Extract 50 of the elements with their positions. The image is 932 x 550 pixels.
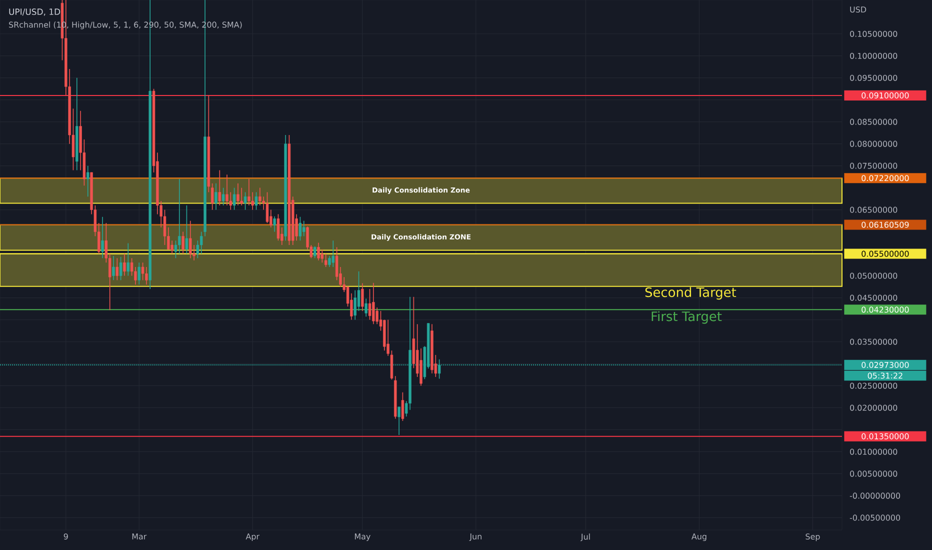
candlestick (266, 192, 269, 224)
candlestick (276, 214, 280, 241)
candlestick (189, 220, 192, 259)
candlestick (218, 170, 222, 206)
candlestick (141, 262, 144, 281)
candlestick (123, 253, 126, 276)
candlestick (401, 392, 404, 422)
candlestick (313, 246, 316, 259)
candlestick (101, 216, 104, 259)
candlestick (240, 187, 243, 206)
candlestick (324, 253, 328, 268)
candlestick (420, 348, 422, 386)
candlestick (332, 240, 334, 268)
candlestick (302, 220, 306, 237)
candlestick (258, 187, 262, 206)
candlestick (273, 216, 276, 232)
candlestick (182, 231, 184, 254)
candlestick (210, 183, 214, 210)
candlestick (214, 183, 218, 210)
text: UPI/USD, 1D (9, 8, 60, 16)
candlestick (354, 290, 356, 320)
candlestick (170, 240, 174, 254)
candlestick (364, 298, 368, 318)
candlestick (226, 174, 228, 206)
candlestick (185, 205, 188, 254)
candlestick (248, 178, 250, 206)
candlestick (317, 242, 320, 261)
candlestick (119, 256, 122, 281)
candlestick (254, 192, 258, 210)
candlestick (232, 187, 236, 210)
candlestick (298, 216, 302, 241)
candlestick (368, 288, 372, 320)
candlestick (86, 165, 90, 197)
candlestick (398, 406, 400, 436)
candlestick (116, 258, 119, 281)
candlestick (178, 178, 181, 254)
annotation: First Target (652, 311, 722, 324)
candlestick (134, 266, 137, 285)
candlestick (236, 183, 240, 206)
candlestick (361, 282, 364, 312)
candlestick (200, 231, 203, 254)
candlestick (244, 192, 247, 210)
candlestick (145, 266, 148, 285)
candlestick (222, 187, 225, 206)
annotation: Second Target (645, 287, 736, 300)
candlestick (112, 256, 115, 281)
candlestick (196, 240, 200, 259)
candlestick (126, 242, 130, 276)
candlestick (138, 262, 140, 285)
candlestick (372, 282, 375, 325)
